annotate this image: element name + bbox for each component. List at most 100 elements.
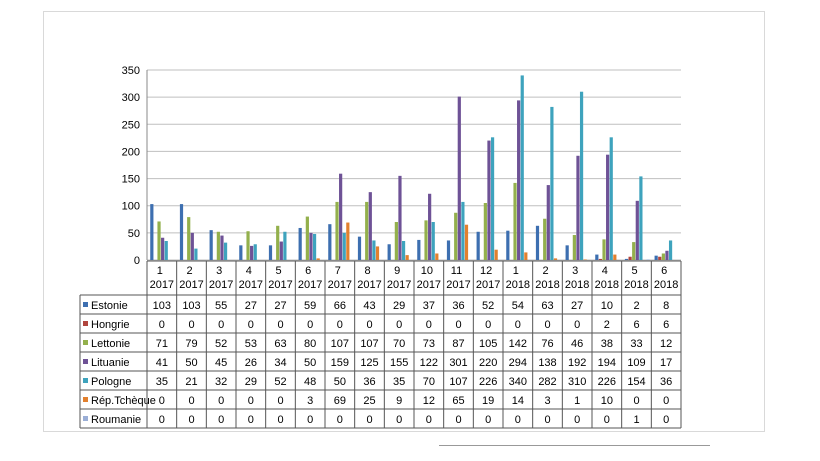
data-label: 59	[304, 300, 316, 312]
bar	[375, 246, 380, 260]
category-month-label: 8	[364, 265, 370, 277]
bar	[565, 245, 569, 260]
category-month-label: 2	[542, 265, 548, 277]
bar	[646, 259, 650, 260]
data-label: 48	[304, 376, 316, 388]
data-label: 0	[159, 414, 165, 426]
legend-key	[83, 378, 88, 383]
data-label: 0	[337, 414, 343, 426]
bar	[335, 201, 339, 260]
bar	[520, 75, 524, 260]
data-label: 0	[396, 319, 402, 331]
bar	[342, 232, 346, 260]
category-year-label: 2017	[150, 279, 174, 291]
data-label: 65	[452, 395, 464, 407]
bar	[613, 254, 617, 260]
data-label: 0	[455, 319, 461, 331]
data-label: 6	[633, 319, 639, 331]
bar	[464, 224, 469, 260]
data-label: 27	[571, 300, 583, 312]
data-label: 1	[633, 414, 639, 426]
bar	[513, 182, 517, 260]
bar	[624, 258, 629, 260]
bar	[454, 212, 458, 260]
bar	[346, 222, 350, 260]
category-month-label: 4	[602, 265, 608, 277]
data-label: 12	[423, 395, 435, 407]
bar	[223, 242, 228, 260]
data-label: 0	[218, 414, 224, 426]
data-label: 70	[393, 338, 405, 350]
bar	[398, 175, 402, 260]
category-year-label: 2018	[654, 279, 678, 291]
bar	[157, 221, 161, 260]
data-label: 50	[304, 357, 316, 369]
data-label: 1	[574, 395, 580, 407]
divider-line	[439, 445, 710, 446]
data-label: 50	[185, 357, 197, 369]
data-label: 80	[304, 338, 316, 350]
data-label: 294	[509, 357, 527, 369]
data-label: 55	[215, 300, 227, 312]
data-label: 26	[245, 357, 257, 369]
data-label: 138	[538, 357, 556, 369]
bar	[150, 204, 154, 260]
bar	[553, 258, 558, 260]
data-label: 63	[274, 338, 286, 350]
category-month-label: 12	[480, 265, 492, 277]
category-month-label: 11	[451, 265, 462, 277]
category-year-label: 2017	[387, 279, 411, 291]
data-label: 43	[363, 300, 375, 312]
legend-key	[83, 340, 88, 345]
data-label: 107	[360, 338, 378, 350]
bar	[550, 106, 554, 261]
data-label: 0	[277, 414, 283, 426]
data-label: 310	[568, 376, 586, 388]
data-label: 41	[156, 357, 168, 369]
bar	[628, 256, 632, 260]
bar	[535, 225, 540, 260]
data-label: 0	[277, 395, 283, 407]
series-name-label: Pologne	[91, 376, 131, 388]
y-tick-label: 250	[122, 119, 140, 131]
bar	[328, 224, 332, 260]
bar	[635, 200, 639, 260]
data-label: 27	[245, 300, 257, 312]
data-label: 159	[331, 357, 349, 369]
chart-frame	[43, 11, 765, 432]
bar	[661, 253, 665, 260]
bar	[606, 154, 610, 260]
data-label: 35	[156, 376, 168, 388]
y-tick-label: 150	[122, 174, 140, 186]
data-label: 0	[366, 319, 372, 331]
data-label: 282	[538, 376, 556, 388]
bar	[609, 137, 613, 260]
bar	[250, 245, 254, 260]
data-label: 109	[627, 357, 645, 369]
bar	[487, 140, 491, 260]
bar	[401, 241, 406, 260]
bar	[517, 100, 521, 261]
data-label: 27	[274, 300, 286, 312]
category-year-label: 2017	[298, 279, 322, 291]
category-year-label: 2018	[595, 279, 619, 291]
data-label: 71	[156, 338, 168, 350]
data-label: 122	[420, 357, 438, 369]
legend-key	[83, 397, 88, 402]
bar	[161, 237, 165, 260]
data-label: 0	[574, 414, 580, 426]
data-label: 0	[544, 319, 550, 331]
data-label: 29	[245, 376, 257, 388]
series-name-label: Rép.Tchèque	[91, 395, 156, 407]
data-label: 0	[188, 395, 194, 407]
data-label: 19	[482, 395, 494, 407]
data-label: 76	[541, 338, 553, 350]
data-label: 66	[334, 300, 346, 312]
data-label: 0	[515, 414, 521, 426]
bar	[283, 231, 287, 260]
data-label: 52	[482, 300, 494, 312]
data-label: 0	[366, 414, 372, 426]
data-label: 0	[485, 414, 491, 426]
bar	[394, 222, 398, 260]
